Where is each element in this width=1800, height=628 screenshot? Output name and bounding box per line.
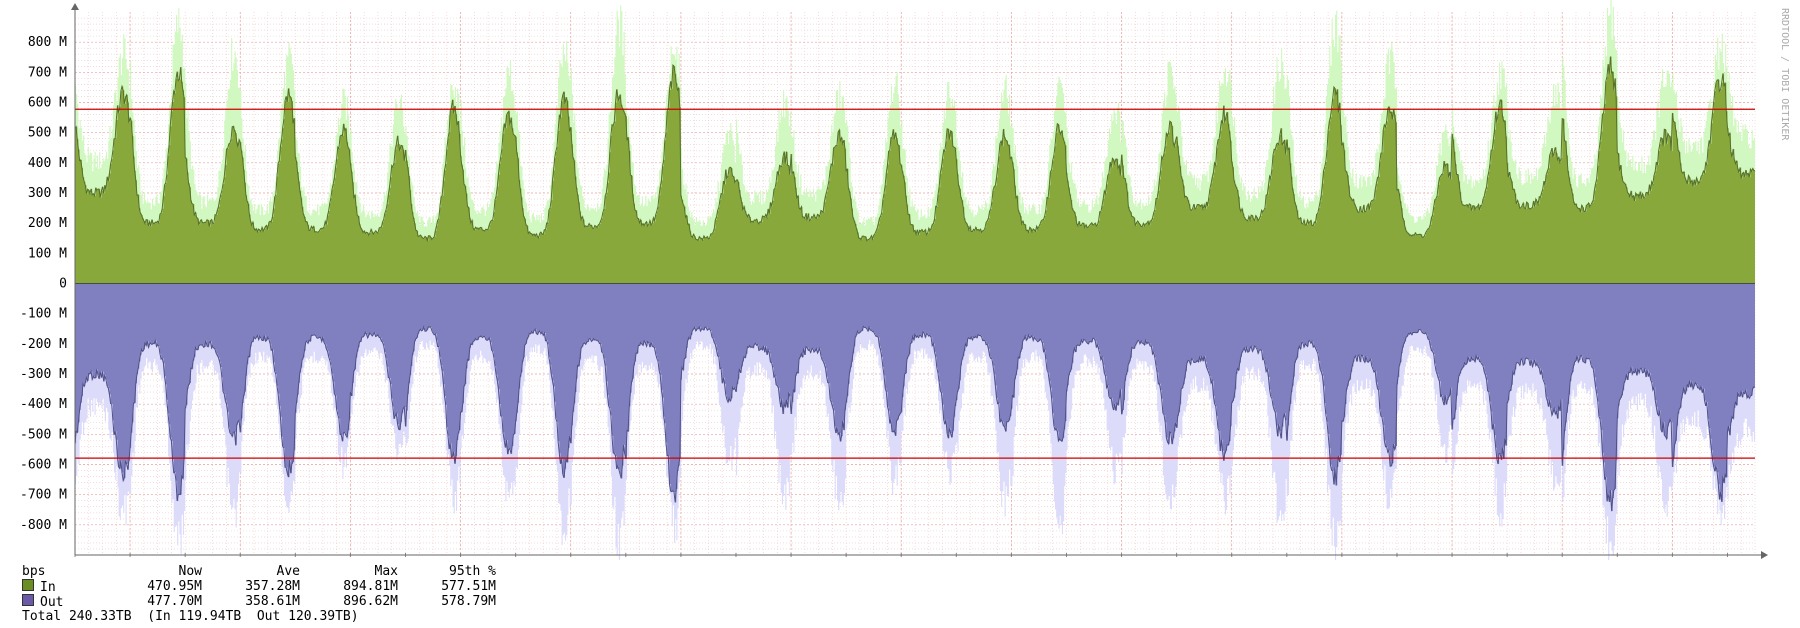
legend-row-out: Out 477.70M 358.61M 896.62M 578.79M (22, 593, 496, 610)
y-tick-label: -400 M (20, 397, 67, 412)
legend-header: bps Now Ave Max 95th % (22, 564, 496, 579)
legend-in-p95: 577.51M (441, 579, 496, 594)
y-tick-label: 800 M (28, 35, 67, 50)
legend-total-out: Out 120.39TB) (256, 609, 359, 624)
y-axis-arrow (71, 3, 79, 10)
x-tick-label: Sat 30 Mar (1661, 559, 1739, 560)
legend-p95-header: 95th % (449, 564, 496, 579)
y-tick-label: -800 M (20, 518, 67, 533)
x-tick-label: Sun 10 Mar (559, 559, 637, 560)
x-tick-label: Sat 16 Mar (890, 559, 968, 560)
legend-ave-header: Ave (276, 564, 300, 579)
y-tick-label: 300 M (28, 186, 67, 201)
legend-total-value: 240.33TB (68, 609, 132, 624)
series-out-avg-area (75, 283, 1755, 512)
traffic-chart: 800 M 700 M 600 M 500 M 400 M 300 M 200 M 100 M… (20, 0, 1790, 560)
y-tick-label: 100 M (28, 246, 67, 261)
legend-out-ave: 358.61M (245, 594, 300, 609)
legend-out-p95: 578.79M (441, 594, 496, 609)
x-tick-label: Mon 18 Mar (1000, 559, 1078, 560)
legend-total-in: (In 119.94TB (147, 609, 242, 624)
rrdtool-watermark: RRDTOOL / TOBI OETIKER (1779, 8, 1790, 141)
x-tick-label: Sun 24 Mar (1330, 559, 1408, 560)
legend-out-now: 477.70M (147, 594, 202, 609)
legend-name-out: Out (40, 594, 64, 610)
x-tick-label: Wed 20 Mar (1110, 559, 1188, 560)
legend-row-in: In 470.95M 357.28M 894.81M 577.51M (22, 578, 496, 595)
x-tick-label: Tue 12 Mar (669, 559, 747, 560)
x-tick-label: Wed 06 Mar (339, 559, 417, 560)
y-tick-label: -300 M (20, 367, 67, 382)
x-tick-label: Fri 08 Mar (449, 559, 527, 560)
legend-total-label: Total (22, 609, 62, 624)
legend-now-header: Now (178, 564, 202, 579)
x-tick-label: Sat 02 Mar (118, 559, 196, 560)
x-axis-arrow (1761, 551, 1768, 559)
y-tick-label: 0 (59, 277, 67, 292)
x-tick-label: Tue 26 Mar (1440, 559, 1518, 560)
x-tick-label: Thu 14 Mar (779, 559, 857, 560)
axes (71, 3, 1768, 559)
legend-in-ave: 357.28M (245, 579, 300, 594)
legend-total: Total 240.33TB (In 119.94TB Out 120.39TB… (22, 609, 496, 624)
legend-in-max: 894.81M (343, 579, 398, 594)
legend: bps Now Ave Max 95th % In 470.95M 357.28… (22, 564, 496, 624)
y-tick-label: 600 M (28, 96, 67, 111)
legend-swatch-out (22, 593, 34, 606)
series-in-avg-area (75, 56, 1755, 284)
y-tick-label: 200 M (28, 216, 67, 231)
legend-name-in: In (40, 579, 56, 595)
x-tick-label: Mon 04 Mar (229, 559, 307, 560)
series-in-line (74, 56, 1755, 243)
y-tick-label: -200 M (20, 337, 67, 352)
x-tick-labels: Sat 02 Mar Mon 04 Mar Wed 06 Mar Fri 08 Mar… (118, 559, 1739, 560)
legend-out-max: 896.62M (343, 594, 398, 609)
x-tick-label: Thu 28 Mar (1551, 559, 1629, 560)
legend-unit: bps (22, 564, 46, 579)
series-out-line (74, 324, 1756, 512)
y-tick-label: -700 M (20, 488, 67, 503)
y-tick-label: 500 M (28, 126, 67, 141)
y-tick-labels: 800 M 700 M 600 M 500 M 400 M 300 M 200 M 100 M… (20, 35, 67, 533)
x-tick-label: Fri 22 Mar (1220, 559, 1298, 560)
y-tick-label: 400 M (28, 156, 67, 171)
y-tick-label: 700 M (28, 65, 67, 80)
legend-swatch-in (22, 578, 34, 591)
legend-max-header: Max (374, 564, 398, 579)
legend-in-now: 470.95M (147, 579, 202, 594)
traffic-areas (74, 0, 1756, 560)
y-tick-label: -600 M (20, 458, 67, 473)
y-tick-label: -500 M (20, 427, 67, 442)
y-tick-label: -100 M (20, 307, 67, 322)
